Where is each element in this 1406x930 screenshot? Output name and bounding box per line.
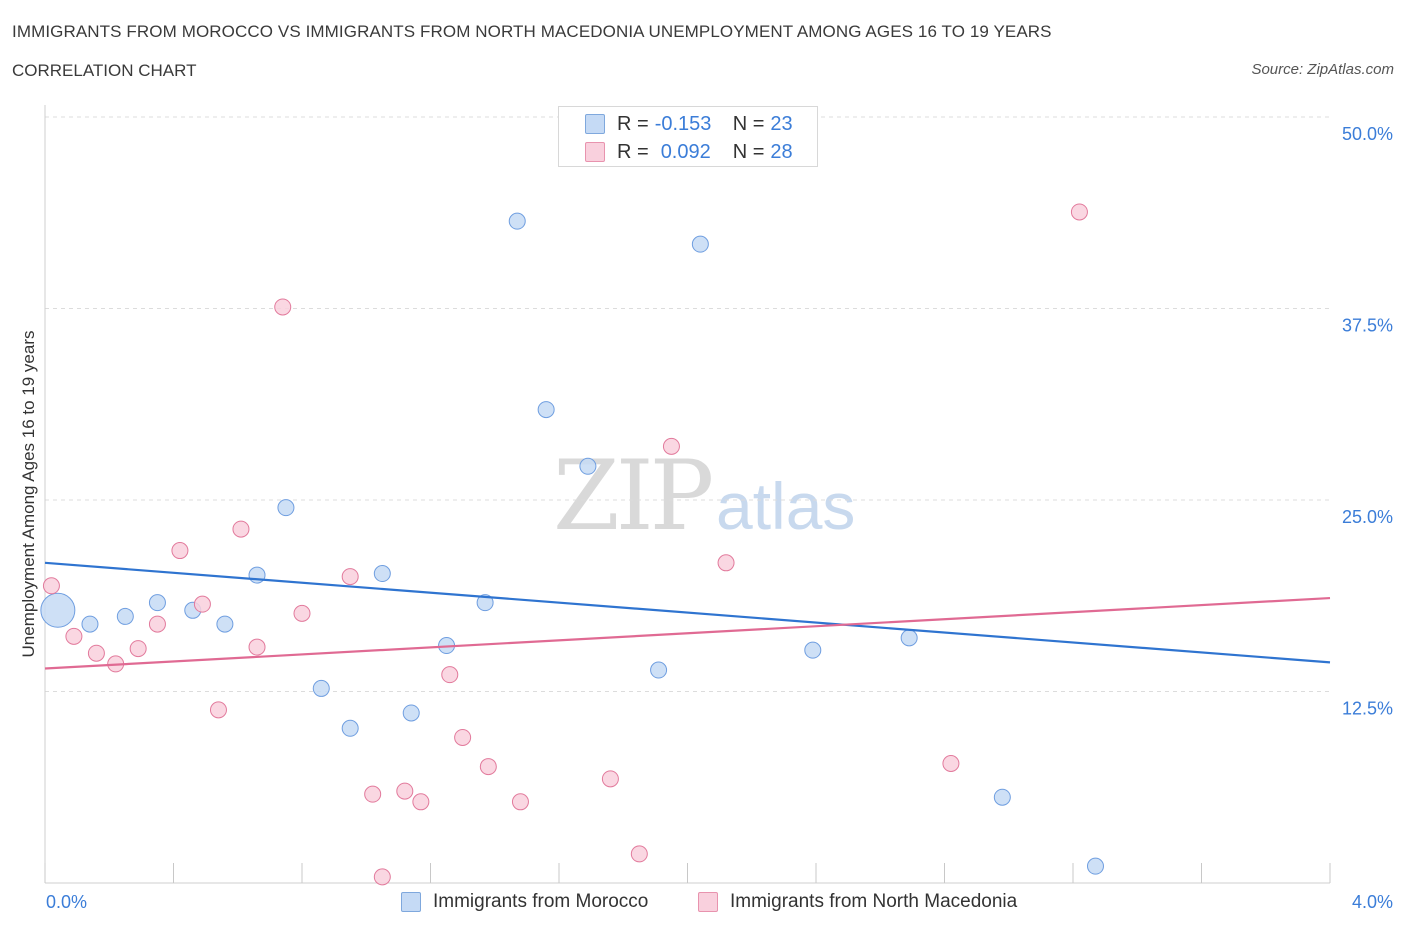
macedonia-point bbox=[274, 298, 292, 316]
macedonia-point bbox=[479, 758, 497, 776]
macedonia-point bbox=[65, 627, 83, 645]
x-tick-label: 4.0% bbox=[1352, 892, 1393, 912]
morocco-point bbox=[312, 679, 330, 697]
macedonia-point bbox=[630, 845, 648, 863]
legend-r-value: -0.153 bbox=[654, 112, 712, 135]
legend-n-value: 23 bbox=[770, 112, 793, 135]
bottom-legend-macedonia: Immigrants from North Macedonia bbox=[698, 890, 1017, 914]
macedonia-point bbox=[441, 666, 459, 684]
morocco-point bbox=[148, 594, 166, 612]
morocco-trend-line bbox=[44, 561, 1331, 664]
macedonia-point bbox=[129, 640, 147, 658]
legend-n-value: 28 bbox=[770, 140, 793, 163]
morocco-point bbox=[277, 499, 295, 517]
morocco-point bbox=[81, 615, 99, 633]
chart-subtitle: CORRELATION CHART bbox=[12, 61, 197, 80]
legend-r-label: R = bbox=[617, 140, 649, 163]
macedonia-point bbox=[601, 770, 619, 788]
bottom-legend-swatch-morocco bbox=[401, 892, 421, 912]
morocco-point bbox=[116, 607, 134, 625]
y-tick-label: 12.5% bbox=[1342, 699, 1393, 719]
macedonia-point bbox=[511, 793, 529, 811]
macedonia-point bbox=[209, 701, 227, 719]
y-tick-label: 37.5% bbox=[1342, 316, 1393, 336]
macedonia-point bbox=[454, 728, 472, 746]
legend-n-label: N = bbox=[732, 140, 765, 163]
y-tick-label: 25.0% bbox=[1342, 507, 1393, 527]
macedonia-point bbox=[373, 868, 391, 886]
bottom-legend-morocco: Immigrants from Morocco bbox=[401, 890, 648, 914]
macedonia-point bbox=[42, 577, 60, 595]
macedonia-point bbox=[662, 437, 680, 455]
macedonia-point bbox=[171, 542, 189, 560]
macedonia-point bbox=[412, 793, 430, 811]
macedonia-point bbox=[396, 782, 414, 800]
legend-swatch-macedonia bbox=[585, 142, 605, 162]
morocco-point bbox=[1086, 857, 1104, 875]
macedonia-trend-line bbox=[44, 596, 1331, 670]
macedonia-point bbox=[364, 785, 382, 803]
source-credit: Source: ZipAtlas.com bbox=[1251, 61, 1394, 78]
macedonia-point bbox=[1070, 203, 1088, 221]
morocco-point bbox=[691, 235, 709, 253]
macedonia-point bbox=[193, 595, 211, 613]
macedonia-point bbox=[341, 568, 359, 586]
morocco-point bbox=[650, 661, 668, 679]
macedonia-point bbox=[248, 638, 266, 656]
morocco-point bbox=[40, 592, 76, 628]
morocco-point bbox=[804, 641, 822, 659]
macedonia-point bbox=[148, 615, 166, 633]
watermark-zip: ZIP bbox=[553, 440, 714, 552]
macedonia-point bbox=[232, 520, 250, 538]
morocco-point bbox=[579, 457, 597, 475]
legend-r-label: R = bbox=[617, 112, 649, 135]
macedonia-point bbox=[293, 604, 311, 622]
chart-title: IMMIGRANTS FROM MOROCCO VS IMMIGRANTS FR… bbox=[12, 22, 1052, 41]
legend-row-macedonia: R = 0.092 N = 28 bbox=[585, 140, 793, 164]
morocco-point bbox=[508, 212, 526, 230]
morocco-point bbox=[900, 629, 918, 647]
legend-row-morocco: R = -0.153 N = 23 bbox=[585, 112, 793, 136]
morocco-point bbox=[373, 565, 391, 583]
correlation-legend: R = -0.153 N = 23 R = 0.092 N = 28 bbox=[558, 106, 818, 167]
macedonia-point bbox=[87, 644, 105, 662]
morocco-point bbox=[993, 788, 1011, 806]
macedonia-point bbox=[942, 755, 960, 773]
morocco-point bbox=[476, 594, 494, 612]
legend-n-label: N = bbox=[732, 112, 765, 135]
legend-swatch-morocco bbox=[585, 114, 605, 134]
watermark-atlas: atlas bbox=[716, 469, 856, 543]
macedonia-point bbox=[717, 554, 735, 572]
morocco-point bbox=[402, 704, 420, 722]
y-axis-label: Unemployment Among Ages 16 to 19 years bbox=[19, 330, 38, 658]
bottom-legend-label-macedonia: Immigrants from North Macedonia bbox=[730, 891, 1018, 912]
morocco-point bbox=[216, 615, 234, 633]
legend-r-value: 0.092 bbox=[660, 140, 711, 163]
bottom-legend-swatch-macedonia bbox=[698, 892, 718, 912]
x-tick-label: 0.0% bbox=[46, 892, 87, 912]
y-tick-label: 50.0% bbox=[1342, 124, 1393, 144]
bottom-legend-label-morocco: Immigrants from Morocco bbox=[433, 891, 649, 912]
morocco-point bbox=[341, 719, 359, 737]
morocco-point bbox=[537, 401, 555, 419]
